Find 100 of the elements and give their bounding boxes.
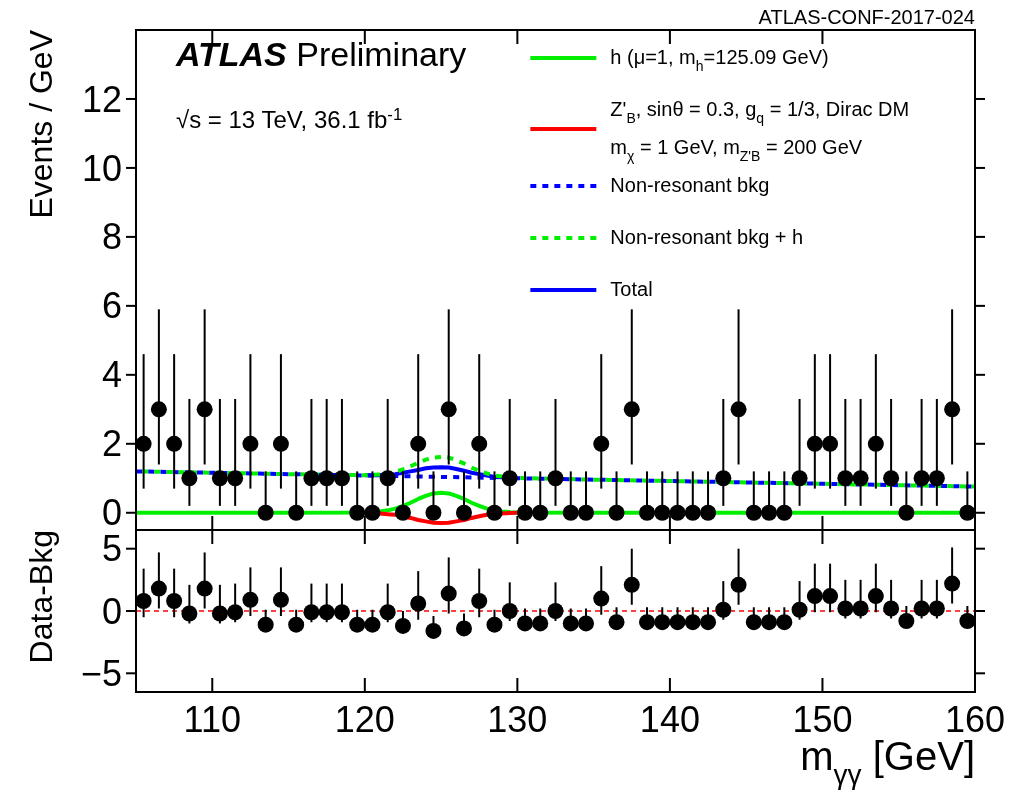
y-tick-label: 10 (81, 147, 122, 189)
point (486, 504, 503, 521)
point (181, 470, 198, 487)
point (364, 504, 381, 521)
point (333, 470, 350, 487)
point (181, 605, 198, 622)
legend-label: h (μ=1, m$_{h}$=125.09 GeV) (610, 46, 829, 74)
point (776, 504, 793, 521)
point (242, 591, 259, 608)
point (700, 504, 717, 521)
point (867, 588, 884, 605)
y-tick-label: 0 (101, 590, 122, 632)
point (959, 612, 975, 629)
x-tick-label: 130 (487, 699, 548, 740)
point (471, 435, 488, 452)
point (501, 603, 518, 619)
annotation: √s = 13 TeV, 36.1 fb$^{-1}$ (176, 104, 403, 133)
point (455, 620, 472, 637)
point (196, 580, 213, 597)
y-axis-title: Data-Bkg (23, 530, 59, 664)
point (318, 604, 335, 621)
point (349, 504, 366, 521)
point (883, 470, 900, 487)
point (639, 614, 656, 631)
point (196, 401, 213, 418)
point (303, 604, 320, 621)
point (136, 593, 152, 610)
point (898, 612, 915, 629)
y-tick-label: 8 (101, 216, 122, 258)
point (654, 504, 671, 521)
point (364, 616, 381, 633)
point (318, 470, 335, 487)
point (455, 504, 472, 521)
point (486, 616, 503, 633)
point (562, 504, 579, 521)
point (700, 614, 717, 631)
point (791, 601, 808, 618)
point (440, 585, 457, 602)
point (288, 616, 305, 633)
point (898, 504, 915, 521)
point (928, 600, 945, 617)
point (257, 504, 274, 521)
point (883, 600, 900, 617)
point (745, 614, 762, 631)
point (639, 504, 656, 521)
point (730, 576, 747, 593)
point (516, 615, 533, 632)
point (578, 504, 595, 521)
point (547, 470, 564, 487)
point (730, 401, 747, 418)
point (425, 504, 442, 521)
point (761, 614, 778, 631)
point (852, 470, 869, 487)
point (745, 504, 762, 521)
x-tick-label: 140 (639, 699, 700, 740)
point (822, 588, 839, 605)
point (516, 504, 533, 521)
legend-label: Non-resonant bkg + h (610, 226, 804, 248)
point (684, 504, 701, 521)
point (242, 435, 259, 452)
point (791, 470, 808, 487)
point (913, 600, 930, 617)
annotation: ATLAS (175, 35, 288, 73)
point (867, 435, 884, 452)
point (593, 590, 610, 607)
point (379, 604, 396, 621)
point (837, 600, 854, 617)
point (776, 614, 793, 631)
y-tick-label: −5 (80, 652, 122, 694)
point (211, 470, 228, 487)
legend-label: Total (610, 278, 653, 300)
point (669, 614, 686, 631)
point (578, 615, 595, 632)
point (532, 504, 549, 521)
point (806, 588, 823, 605)
legend-label: Non-resonant bkg (610, 174, 770, 196)
point (394, 504, 411, 521)
point (761, 504, 778, 521)
point (959, 504, 975, 521)
y-tick-label: 6 (101, 285, 122, 327)
point (822, 435, 839, 452)
point (166, 593, 183, 610)
y-axis-title: Events / GeV (23, 29, 59, 219)
x-tick-label: 120 (334, 699, 395, 740)
point (257, 616, 274, 633)
annotation: Preliminary (286, 35, 467, 73)
point (410, 435, 427, 452)
point (715, 470, 732, 487)
point (288, 504, 305, 521)
point (394, 617, 411, 634)
point (425, 622, 442, 639)
point (227, 604, 244, 621)
point (715, 601, 732, 618)
text: Z'$_{B}$, sinθ = 0.3, g$_{q}$ = 1/3, Dirac DM m$_{χ}$ = 1 GeV, m$_{Z'B}$ = 200 GeV (610, 98, 910, 164)
point (837, 470, 854, 487)
y-tick-label: 12 (81, 78, 122, 120)
point (410, 595, 427, 612)
y-tick-label: 4 (101, 354, 122, 396)
point (669, 504, 686, 521)
point (623, 576, 640, 593)
